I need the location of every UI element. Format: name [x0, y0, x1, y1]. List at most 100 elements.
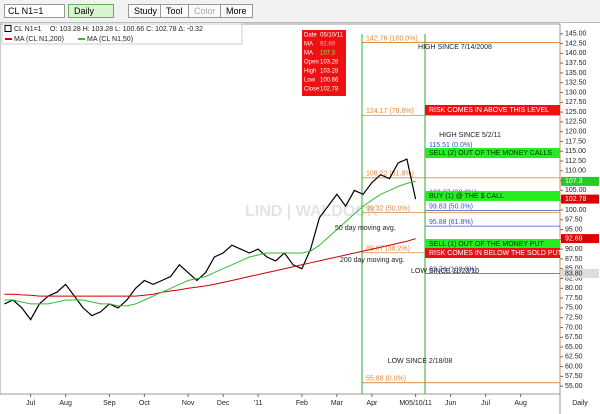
price-marker-label: 92.69 — [565, 235, 583, 242]
x-tick-label: Aug — [59, 400, 72, 407]
annotation: HIGH SINCE 7/14/2008 — [418, 44, 492, 51]
y-tick-label: 55.00 — [565, 383, 583, 390]
fib-label: 55.88 (0.0%) — [366, 376, 406, 383]
y-tick-label: 82.50 — [565, 275, 583, 282]
price-marker — [561, 176, 599, 186]
y-tick-label: 77.50 — [565, 295, 583, 302]
annotation: RISK COMES IN ABOVE THIS LEVEL — [429, 107, 549, 114]
fib-label: 95.88 (61.8%) — [429, 219, 473, 226]
x-tick-label: M05/10/11 — [399, 400, 432, 407]
fib-label: 83.74 (100.0%) — [429, 266, 477, 273]
annotation: LOW SINCE 2/18/08 — [388, 358, 453, 365]
y-tick-label: 87.50 — [565, 256, 583, 263]
y-tick-label: 97.50 — [565, 217, 583, 224]
symbol-input[interactable]: CL N1=1 — [4, 4, 65, 18]
y-tick-label: 132.50 — [565, 80, 587, 87]
y-tick-label: 75.00 — [565, 305, 583, 312]
y-tick-label: 117.50 — [565, 138, 586, 145]
more-button[interactable]: More — [220, 4, 253, 18]
annotation-box — [425, 148, 560, 158]
y-tick-label: 70.00 — [565, 324, 583, 331]
annotation: BUY (1) @ THE $ CALL — [429, 193, 504, 200]
x-tick-label: '11 — [254, 400, 263, 407]
y-tick-label: 65.00 — [565, 344, 583, 351]
tool-button[interactable]: Tool — [160, 4, 189, 18]
price-marker-label: 83.80 — [565, 270, 583, 277]
x-tick-label: Feb — [296, 400, 308, 407]
series-line — [4, 180, 416, 307]
x-tick-label: Aug — [514, 400, 527, 407]
legend-entry: MA (CL N1,50) — [87, 36, 133, 43]
y-tick-label: 112.50 — [565, 158, 586, 165]
price-marker-label: 102.78 — [565, 196, 587, 203]
info-value: 100.66 — [320, 78, 339, 84]
interval-button[interactable]: Daily — [68, 4, 114, 18]
info-box-bg — [302, 30, 346, 96]
fib-label: 124.17 (78.6%) — [366, 108, 414, 115]
info-key: Date — [304, 33, 317, 39]
x-tick-label: Sep — [103, 400, 116, 407]
interval-label: Daily — [572, 400, 588, 407]
annotation-box — [425, 248, 560, 258]
watermark: LIND | WALDOCK — [245, 203, 379, 220]
y-tick-label: 57.50 — [565, 373, 583, 380]
info-key: MA — [304, 51, 313, 57]
legend-bg — [1, 23, 243, 45]
info-key: Close — [304, 87, 320, 93]
price-marker — [561, 268, 599, 278]
x-tick-label: Mar — [331, 400, 344, 407]
info-key: Open — [304, 60, 319, 66]
fib-label: 99.83 (50.0%) — [429, 203, 473, 210]
x-tick-label: Jul — [481, 400, 490, 407]
info-value: 92.69 — [320, 42, 336, 48]
price-marker — [561, 234, 599, 244]
y-tick-label: 120.00 — [565, 129, 587, 136]
y-tick-label: 105.00 — [565, 187, 587, 194]
y-tick-label: 115.00 — [565, 148, 586, 155]
annotation: RISK COMES IN BELOW THE SOLD PUT — [429, 250, 563, 257]
y-tick-label: 135.00 — [565, 70, 587, 77]
price-marker — [561, 194, 599, 204]
x-tick-label: Nov — [182, 400, 195, 407]
info-value: 103.28 — [320, 60, 339, 66]
y-tick-label: 60.00 — [565, 363, 583, 370]
y-tick-label: 72.50 — [565, 314, 583, 321]
annotation-box — [425, 191, 560, 201]
annotation-box — [425, 105, 560, 115]
fib-label: 89.07 (38.2%) — [366, 246, 410, 253]
info-key: MA — [304, 42, 313, 48]
plot-area — [0, 23, 561, 395]
y-tick-label: 130.00 — [565, 89, 587, 96]
legend-icon — [4, 25, 12, 32]
fib-label: 108.22 (61.8%) — [366, 171, 414, 178]
info-value: 107.3 — [320, 51, 336, 57]
y-tick-label: 142.50 — [565, 40, 587, 47]
toolbar: CL N1=1 Daily Study Tool Color More — [0, 0, 600, 23]
info-key: Low — [304, 78, 316, 84]
study-button[interactable]: Study — [128, 4, 164, 18]
y-tick-label: 80.00 — [565, 285, 583, 292]
y-tick-label: 67.50 — [565, 334, 583, 341]
annotation: HIGH SINCE 5/2/11 — [439, 132, 501, 139]
series-line — [4, 158, 417, 321]
info-key: High — [304, 69, 316, 75]
x-tick-label: Jun — [445, 400, 456, 407]
info-value: 05/10/11 — [320, 33, 344, 39]
annotation: SELL (1) OUT OF THE MONEY PUT — [429, 241, 545, 248]
y-tick-label: 125.00 — [565, 109, 587, 116]
color-button[interactable]: Color — [188, 4, 222, 18]
annotation: SELL (2) OUT OF THE MONEY CALLS — [429, 150, 552, 157]
annotation: 50 day moving avg. — [335, 225, 396, 232]
y-tick-label: 62.50 — [565, 354, 583, 361]
fib-label: 99.32 (50.0%) — [366, 205, 410, 212]
price-marker-label: 107.3 — [565, 178, 583, 185]
x-tick-label: Jul — [26, 400, 35, 407]
annotation: 200 day moving avg. — [340, 257, 405, 264]
y-tick-label: 140.00 — [565, 50, 587, 57]
x-tick-label: Apr — [366, 400, 378, 407]
legend-entry: CL N1=1 — [14, 26, 42, 33]
info-value: 102.78 — [320, 87, 339, 93]
